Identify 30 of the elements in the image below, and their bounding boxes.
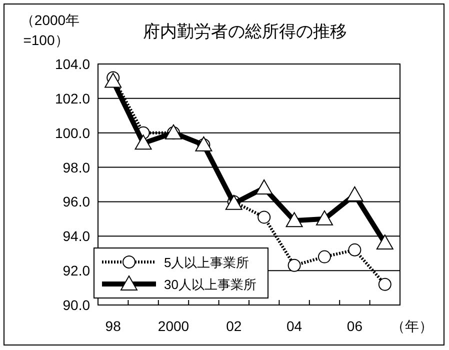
point	[286, 212, 303, 228]
point	[256, 179, 273, 194]
point	[348, 243, 362, 256]
x-axis-title: （年）	[391, 318, 433, 334]
point	[378, 278, 392, 291]
y-tick-label: 96.0	[62, 194, 90, 210]
point	[258, 210, 271, 224]
point	[346, 186, 364, 202]
point	[288, 258, 301, 272]
x-tick-label: 98	[105, 318, 122, 334]
x-tick-label: 06	[346, 318, 363, 334]
legend-label: 30人以上事業所	[164, 277, 256, 292]
point	[318, 250, 331, 264]
y-tick-label: 90.0	[62, 297, 90, 313]
y-tick-label: 104.0	[54, 56, 90, 72]
point	[316, 210, 333, 226]
y-tick-label: 98.0	[62, 159, 90, 176]
x-tick-label: 04	[286, 318, 302, 334]
y-tick-label: 94.0	[62, 228, 90, 244]
x-tick-label: 02	[226, 318, 242, 334]
point	[376, 234, 394, 250]
point	[104, 72, 122, 88]
y-tick-label: 102.0	[54, 90, 90, 106]
y-tick-label: 92.0	[62, 262, 90, 279]
chart-title: 府内勤労者の総所得の推移	[143, 22, 347, 41]
point	[134, 134, 152, 150]
y-tick-label: 100.0	[54, 124, 90, 141]
legend-label: 5人以上事業所	[164, 255, 250, 270]
x-tick-label: 2000	[158, 318, 190, 334]
y-axis-title: （2000年=100）	[20, 12, 80, 48]
